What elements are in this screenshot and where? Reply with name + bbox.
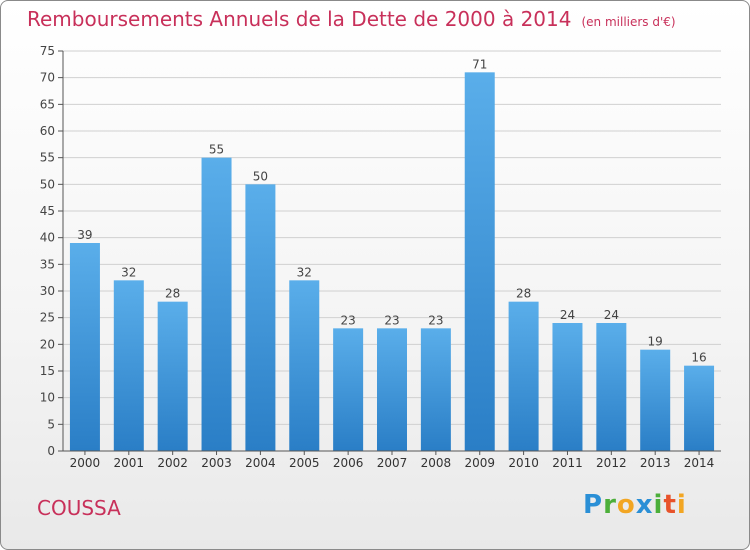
bar — [377, 328, 407, 451]
bar — [289, 280, 320, 451]
y-tick-label: 20 — [40, 337, 55, 351]
x-tick-label: 2002 — [157, 456, 188, 470]
chart-title: Remboursements Annuels de la Dette de 20… — [27, 7, 676, 31]
chart-title-text: Remboursements Annuels de la Dette de 20… — [27, 7, 572, 31]
data-label: 71 — [472, 57, 487, 71]
y-tick-label: 0 — [47, 444, 55, 458]
y-tick-label: 25 — [40, 311, 55, 325]
bar — [596, 323, 627, 451]
y-tick-label: 60 — [40, 124, 55, 138]
x-tick-label: 2008 — [421, 456, 452, 470]
data-label: 19 — [648, 335, 663, 349]
bar — [684, 365, 715, 451]
bar — [552, 323, 583, 451]
y-tick-label: 30 — [40, 284, 55, 298]
bar — [157, 301, 188, 451]
y-tick-label: 40 — [40, 231, 55, 245]
x-tick-label: 2003 — [201, 456, 232, 470]
y-tick-label: 10 — [40, 391, 55, 405]
data-label: 39 — [77, 228, 92, 242]
data-labels: 39 32 28 55 50 32 23 23 23 71 28 24 24 19 16 — [77, 57, 706, 364]
bar — [464, 72, 495, 451]
x-tick-label: 2014 — [684, 456, 715, 470]
data-label: 16 — [691, 351, 706, 365]
data-label: 23 — [340, 313, 355, 327]
data-label: 24 — [604, 308, 619, 322]
bars — [69, 72, 715, 452]
x-tick-label: 2006 — [333, 456, 364, 470]
bar — [640, 349, 671, 451]
data-label: 24 — [560, 308, 575, 322]
x-tick-label: 2013 — [640, 456, 671, 470]
y-tick-label: 65 — [40, 97, 55, 111]
chart-subtitle: (en milliers d'€) — [581, 15, 676, 29]
bar — [245, 184, 276, 452]
bar — [420, 328, 451, 451]
x-tick-label: 2005 — [289, 456, 320, 470]
bar — [333, 328, 364, 451]
y-tick-label: 70 — [40, 71, 55, 85]
y-tick-label: 15 — [40, 364, 55, 378]
data-label: 50 — [253, 169, 268, 183]
x-tick-label: 2011 — [552, 456, 583, 470]
data-label: 28 — [165, 287, 180, 301]
bar — [69, 243, 100, 451]
data-label: 32 — [297, 265, 312, 279]
y-tick-label: 5 — [47, 417, 55, 431]
axes: 0 5 10 15 20 25 30 35 40 45 50 55 60 65 70 75 2000 2001 20… — [40, 44, 721, 470]
proxiti-logo: Proxiti — [583, 490, 687, 520]
y-tick-label: 50 — [40, 177, 55, 191]
y-tick-label: 45 — [40, 204, 55, 218]
x-tick-label: 2012 — [596, 456, 627, 470]
bar — [508, 301, 539, 451]
x-tick-label: 2000 — [70, 456, 101, 470]
y-tick-label: 55 — [40, 151, 55, 165]
y-tick-label: 75 — [40, 44, 55, 58]
data-label: 23 — [428, 313, 443, 327]
x-tick-label: 2007 — [377, 456, 408, 470]
data-label: 28 — [516, 287, 531, 301]
data-label: 55 — [209, 143, 224, 157]
bar — [113, 280, 144, 451]
data-label: 23 — [384, 313, 399, 327]
x-tick-label: 2004 — [245, 456, 276, 470]
bar — [201, 157, 232, 451]
y-tick-label: 35 — [40, 257, 55, 271]
x-tick-label: 2010 — [508, 456, 539, 470]
x-tick-label: 2009 — [464, 456, 495, 470]
data-label: 32 — [121, 265, 136, 279]
commune-name: COUSSA — [37, 496, 121, 520]
x-tick-label: 2001 — [114, 456, 145, 470]
